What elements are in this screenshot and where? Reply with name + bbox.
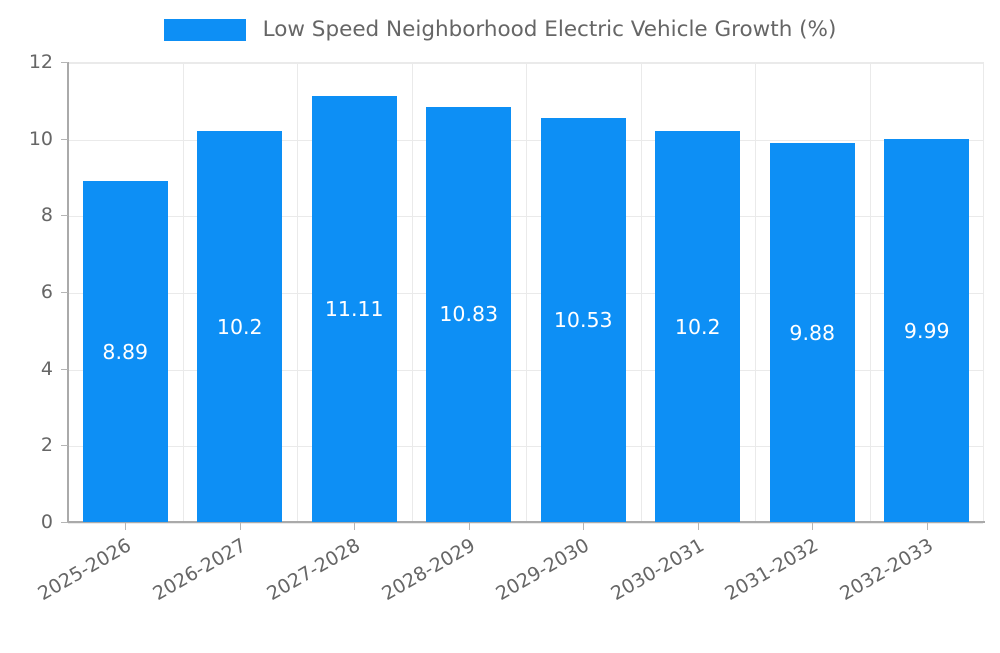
y-tick-mark — [61, 62, 68, 63]
bar-value-label: 10.2 — [216, 314, 263, 339]
x-gridline — [183, 63, 184, 522]
bar-value-label: 10.2 — [674, 314, 721, 339]
x-tick-mark — [469, 523, 470, 530]
legend-item[interactable]: Low Speed Neighborhood Electric Vehicle … — [163, 17, 837, 43]
x-tick-mark — [125, 523, 126, 530]
bar-value-label: 10.83 — [439, 302, 499, 327]
x-axis-spine — [67, 521, 985, 523]
y-axis-spine — [67, 62, 69, 523]
y-tick-label: 10 — [28, 127, 53, 150]
y-tick-mark — [61, 215, 68, 217]
y-gridline — [68, 63, 983, 64]
y-tick-mark — [61, 445, 68, 447]
y-tick-label: 8 — [40, 204, 53, 227]
plot-area — [68, 62, 984, 524]
x-gridline — [412, 63, 413, 522]
y-tick-label: 4 — [40, 357, 53, 380]
bar[interactable] — [311, 96, 397, 522]
bar-chart: Low Speed Neighborhood Electric Vehicle … — [0, 12, 1000, 605]
y-tick-mark — [61, 138, 68, 140]
x-tick-mark — [812, 523, 813, 530]
bar[interactable] — [540, 118, 626, 522]
y-gridline — [68, 139, 983, 141]
bar[interactable] — [426, 106, 512, 522]
y-gridline — [68, 446, 983, 448]
x-tick-mark — [354, 523, 355, 530]
y-tick-label: 6 — [40, 281, 53, 303]
y-tick-mark — [61, 368, 68, 370]
y-tick-mark — [61, 292, 68, 293]
bar[interactable] — [655, 131, 741, 522]
bar[interactable] — [82, 181, 168, 522]
bar-value-label: 9.88 — [789, 320, 836, 345]
y-tick-mark — [61, 522, 68, 523]
y-tick-label: 2 — [40, 434, 53, 457]
y-tick-label: 0 — [40, 511, 53, 533]
x-tick-mark — [240, 523, 241, 530]
bar[interactable] — [197, 131, 283, 522]
x-tick-mark — [927, 523, 928, 530]
bar-value-label: 9.99 — [903, 318, 950, 343]
x-tick-mark — [583, 523, 584, 530]
bar-value-label: 10.53 — [553, 308, 613, 333]
y-gridline — [68, 293, 983, 294]
bar[interactable] — [769, 143, 855, 522]
chart-legend: Low Speed Neighborhood Electric Vehicle … — [0, 12, 1000, 48]
y-tick-label: 12 — [28, 51, 53, 73]
y-gridline — [68, 369, 983, 371]
x-gridline — [870, 63, 871, 522]
x-gridline — [641, 63, 642, 522]
y-gridline — [68, 523, 983, 524]
x-gridline — [755, 63, 756, 522]
x-tick-mark — [698, 523, 699, 530]
legend-item-label: Low Speed Neighborhood Electric Vehicle … — [262, 17, 837, 43]
x-gridline — [526, 63, 527, 522]
y-gridline — [68, 216, 983, 218]
bar-value-label: 8.89 — [102, 339, 149, 364]
bar[interactable] — [884, 139, 970, 522]
bar-value-label: 11.11 — [324, 297, 384, 322]
legend-color-swatch — [163, 19, 246, 41]
x-gridline — [297, 63, 298, 522]
